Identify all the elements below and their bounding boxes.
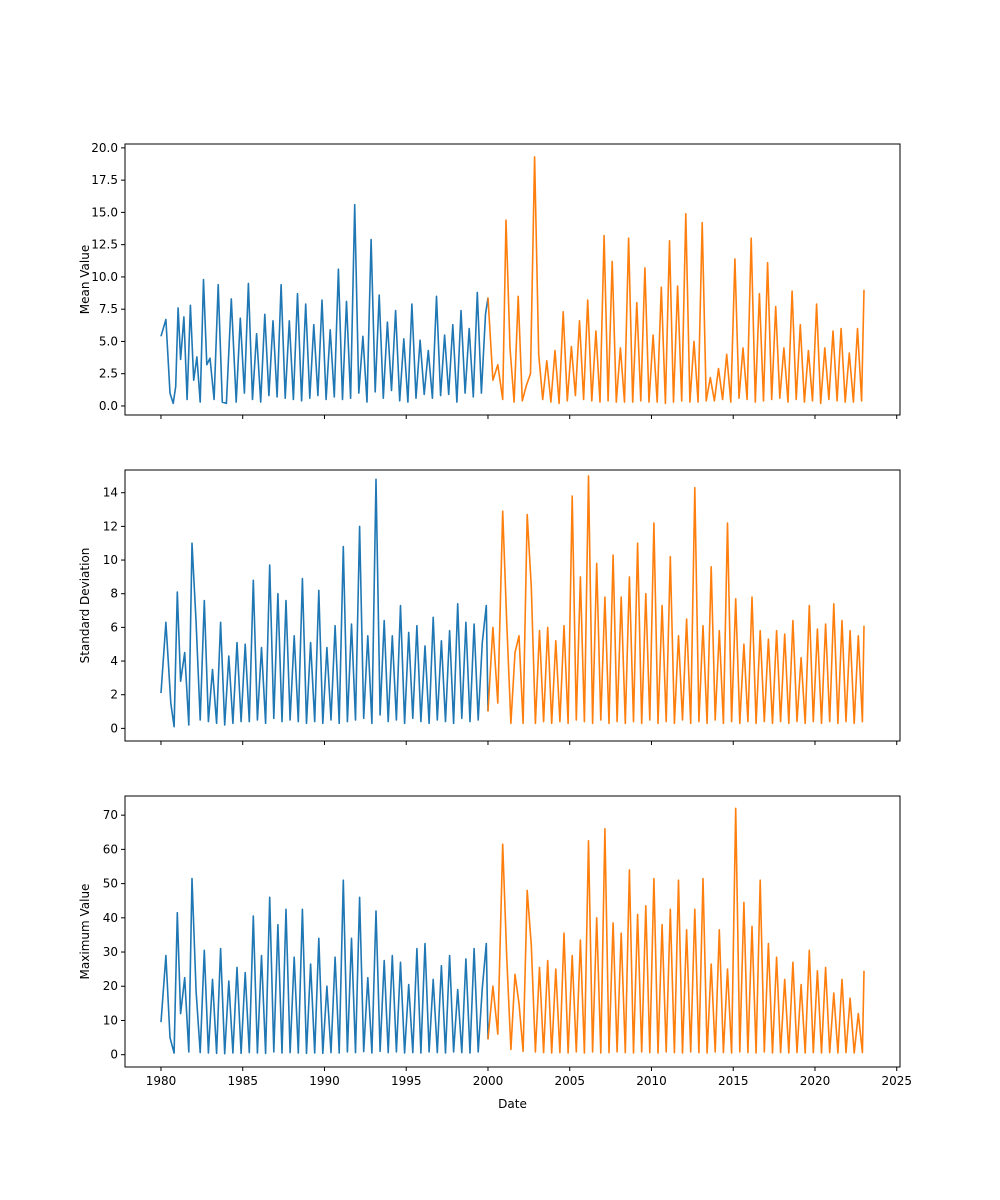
standard-deviation-y-tick-label: 4 (110, 654, 118, 668)
standard-deviation-x-ticks (160, 741, 898, 745)
maximum-value-x-ticks: 1980 1985 1990 1995 2000 2005 2010 2015 2020 2025 (146, 1067, 912, 1088)
standard-deviation-y-tick-label: 14 (103, 486, 118, 500)
x-tick-label: 1980 (146, 1074, 177, 1088)
mean-value-y-tick-label: 12.5 (91, 238, 118, 252)
x-tick-label: 2015 (718, 1074, 749, 1088)
standard-deviation-y-tick-label: 2 (110, 688, 118, 702)
standard-deviation-panel: 0 2 4 6 8 10 12 14 Standard Deviation (78, 469, 901, 745)
mean-value-y-tick-label: 17.5 (91, 173, 118, 187)
mean-value-panel: 0.0 2.5 5.0 7.5 10.0 12.5 15.0 17.5 20.0 Mean Va… (78, 141, 901, 419)
mean-value-y-tick-label: 5.0 (99, 334, 118, 348)
x-tick-label: 2020 (800, 1074, 831, 1088)
maximum-value-y-tick-label: 10 (103, 1013, 118, 1027)
maximum-value-y-tick-label: 60 (103, 842, 118, 856)
mean-value-y-tick-label: 20.0 (91, 141, 118, 155)
maximum-value-series-2-line (487, 807, 865, 1054)
maximum-value-y-tick-label: 20 (103, 979, 118, 993)
maximum-value-series-lines (160, 807, 865, 1055)
maximum-value-y-tick-label: 70 (103, 808, 118, 822)
mean-value-x-ticks (160, 415, 898, 419)
maximum-value-plot-frame (124, 795, 901, 1068)
mean-value-plot-frame (124, 143, 901, 416)
maximum-value-y-tick-label: 0 (110, 1048, 118, 1062)
x-tick-label: 2025 (881, 1074, 912, 1088)
maximum-value-y-tick-label: 40 (103, 911, 118, 925)
maximum-value-panel: 0 10 20 30 40 50 60 70 1980 1985 1990 1995 2000 2005… (78, 795, 912, 1111)
maximum-value-y-tick-label: 50 (103, 877, 118, 891)
maximum-value-y-axis-label: Maximum Value (78, 884, 92, 980)
mean-value-y-axis-label: Mean Value (78, 245, 92, 314)
x-tick-label: 1990 (309, 1074, 340, 1088)
standard-deviation-y-tick-label: 6 (110, 620, 118, 634)
maximum-value-y-ticks: 0 10 20 30 40 50 60 70 (103, 808, 125, 1062)
standard-deviation-plot-frame (124, 469, 901, 742)
mean-value-y-ticks: 0.0 2.5 5.0 7.5 10.0 12.5 15.0 17.5 20.0 (91, 141, 125, 413)
mean-value-y-tick-label: 2.5 (99, 367, 118, 381)
x-tick-label: 1995 (391, 1074, 422, 1088)
standard-deviation-y-tick-label: 8 (110, 587, 118, 601)
mean-value-y-tick-label: 15.0 (91, 205, 118, 219)
standard-deviation-y-tick-label: 10 (103, 553, 118, 567)
x-tick-label: 1985 (227, 1074, 258, 1088)
maximum-value-series-1-line (160, 877, 489, 1055)
mean-value-series-2-line (487, 156, 865, 405)
x-tick-label: 2010 (636, 1074, 667, 1088)
standard-deviation-series-1-line (160, 478, 489, 728)
x-tick-label: 2000 (473, 1074, 504, 1088)
mean-value-y-tick-label: 0.0 (99, 399, 118, 413)
mean-value-y-tick-label: 7.5 (99, 302, 118, 316)
standard-deviation-series-2-line (487, 475, 865, 725)
x-tick-label: 2005 (554, 1074, 585, 1088)
maximum-value-y-tick-label: 30 (103, 945, 118, 959)
date-x-axis-label: Date (498, 1097, 527, 1111)
standard-deviation-y-ticks: 0 2 4 6 8 10 12 14 (103, 486, 125, 735)
standard-deviation-y-tick-label: 0 (110, 721, 118, 735)
standard-deviation-series-lines (160, 475, 865, 728)
mean-value-series-lines (160, 156, 865, 405)
standard-deviation-y-tick-label: 12 (103, 519, 118, 533)
mean-value-series-1-line (160, 203, 489, 405)
standard-deviation-y-axis-label: Standard Deviation (78, 548, 92, 664)
mean-value-y-tick-label: 10.0 (91, 270, 118, 284)
